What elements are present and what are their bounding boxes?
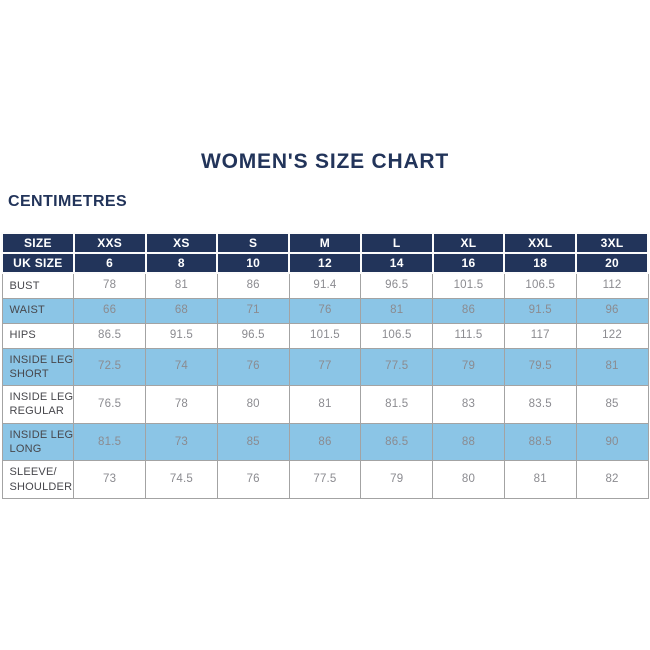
row-hips-cell: 101.5: [288, 322, 362, 349]
row-bust-cell: 96.5: [360, 272, 434, 299]
row-bust-label: BUST: [1, 272, 75, 299]
row-inside-leg-short-cell: 77.5: [360, 347, 434, 387]
header-row-uk-size-label: UK SIZE: [1, 252, 75, 274]
row-waist-cell: 91.5: [503, 297, 577, 324]
header-row-uk-size-cell: 10: [216, 252, 291, 274]
header-row-uk-size-cell: 16: [431, 252, 506, 274]
size-table-head: SIZE XXS XS S M L XL XXL 3XL UK SIZE 6 8 10 12 14 16 18 2…: [1, 232, 649, 274]
header-row-size: SIZE XXS XS S M L XL XXL 3XL: [1, 232, 649, 254]
header-row-uk-size-cell: 6: [72, 252, 147, 274]
header-row-size-cell: M: [288, 232, 362, 254]
row-inside-leg-long-cell: 85: [216, 422, 290, 462]
row-inside-leg-long-cell: 81.5: [73, 422, 147, 462]
row-inside-leg-short-cell: 74: [145, 347, 218, 387]
row-waist-cell: 96: [575, 297, 649, 324]
row-inside-leg-regular-cell: 78: [145, 385, 218, 424]
row-waist: WAIST 66 68 71 76 81 86 91.5 96: [1, 297, 649, 324]
header-row-size-cell: XXL: [503, 232, 578, 254]
row-waist-label: WAIST: [1, 297, 75, 324]
row-inside-leg-regular-cell: 83.5: [503, 385, 577, 424]
header-row-size-cell: XL: [431, 232, 506, 254]
row-sleeve-shoulder-cell: 77.5: [288, 460, 362, 499]
row-hips-cell: 86.5: [73, 322, 147, 349]
header-row-size-cell: XS: [144, 232, 219, 254]
row-hips-cell: 111.5: [432, 322, 505, 349]
row-inside-leg-long-cell: 88.5: [503, 422, 577, 462]
row-inside-leg-short-cell: 79: [432, 347, 505, 387]
row-hips-cell: 122: [575, 322, 649, 349]
header-row-size-cell: 3XL: [575, 232, 649, 254]
row-inside-leg-long-cell: 88: [432, 422, 505, 462]
row-waist-cell: 68: [145, 297, 218, 324]
row-sleeve-shoulder: SLEEVE/ SHOULDER 73 74.5 76 77.5 79 80 81 82: [1, 460, 649, 499]
header-row-uk-size-cell: 12: [288, 252, 362, 274]
row-bust-cell: 86: [216, 272, 290, 299]
row-inside-leg-long-cell: 90: [575, 422, 649, 462]
row-bust-cell: 112: [575, 272, 649, 299]
row-sleeve-shoulder-cell: 76: [216, 460, 290, 499]
row-inside-leg-regular-cell: 85: [575, 385, 649, 424]
units-heading: CENTIMETRES: [8, 193, 128, 210]
header-row-size-cell: S: [216, 232, 291, 254]
row-inside-leg-short-cell: 81: [575, 347, 649, 387]
row-sleeve-shoulder-cell: 81: [503, 460, 577, 499]
row-hips: HIPS 86.5 91.5 96.5 101.5 106.5 111.5 117 122: [1, 322, 649, 349]
row-hips-cell: 91.5: [145, 322, 218, 349]
row-sleeve-shoulder-cell: 79: [360, 460, 434, 499]
header-row-size-cell: L: [359, 232, 434, 254]
row-inside-leg-short-label: INSIDE LEG SHORT: [1, 347, 75, 387]
header-row-uk-size: UK SIZE 6 8 10 12 14 16 18 20: [1, 252, 649, 274]
row-inside-leg-short: INSIDE LEG SHORT 72.5 74 76 77 77.5 79 79.5 81: [1, 347, 649, 387]
row-inside-leg-regular-cell: 80: [216, 385, 290, 424]
row-inside-leg-short-cell: 76: [216, 347, 290, 387]
row-bust-cell: 101.5: [432, 272, 505, 299]
row-bust-cell: 81: [145, 272, 218, 299]
row-inside-leg-regular-cell: 81: [288, 385, 362, 424]
row-sleeve-shoulder-cell: 73: [73, 460, 147, 499]
size-chart-table: SIZE XXS XS S M L XL XXL 3XL UK SIZE 6 8 10 12 14 16 18 2…: [1, 232, 649, 499]
page-title: WOMEN'S SIZE CHART: [200, 150, 450, 173]
row-hips-cell: 106.5: [360, 322, 434, 349]
header-row-uk-size-cell: 14: [359, 252, 434, 274]
row-inside-leg-regular-cell: 76.5: [73, 385, 147, 424]
row-bust-cell: 106.5: [503, 272, 577, 299]
header-row-uk-size-cell: 18: [503, 252, 578, 274]
row-bust: BUST 78 81 86 91.4 96.5 101.5 106.5 112: [1, 272, 649, 299]
row-bust-cell: 78: [73, 272, 147, 299]
header-row-uk-size-cell: 20: [575, 252, 649, 274]
row-inside-leg-long-label: INSIDE LEG LONG: [1, 422, 75, 462]
row-inside-leg-long-cell: 73: [145, 422, 218, 462]
row-inside-leg-regular: INSIDE LEG REGULAR 76.5 78 80 81 81.5 83 83.5 85: [1, 385, 649, 424]
row-bust-cell: 91.4: [288, 272, 362, 299]
row-hips-label: HIPS: [1, 322, 75, 349]
header-row-uk-size-cell: 8: [144, 252, 219, 274]
row-waist-cell: 71: [216, 297, 290, 324]
row-waist-cell: 66: [73, 297, 147, 324]
row-inside-leg-long: INSIDE LEG LONG 81.5 73 85 86 86.5 88 88.5 90: [1, 422, 649, 462]
header-row-size-label: SIZE: [1, 232, 75, 254]
row-inside-leg-regular-cell: 83: [432, 385, 505, 424]
row-sleeve-shoulder-cell: 82: [575, 460, 649, 499]
row-inside-leg-regular-cell: 81.5: [360, 385, 434, 424]
header-row-size-cell: XXS: [72, 232, 147, 254]
row-inside-leg-short-cell: 79.5: [503, 347, 577, 387]
row-waist-cell: 86: [432, 297, 505, 324]
row-waist-cell: 81: [360, 297, 434, 324]
row-waist-cell: 76: [288, 297, 362, 324]
row-hips-cell: 96.5: [216, 322, 290, 349]
row-inside-leg-short-cell: 77: [288, 347, 362, 387]
row-sleeve-shoulder-cell: 80: [432, 460, 505, 499]
row-sleeve-shoulder-label: SLEEVE/ SHOULDER: [1, 460, 75, 499]
row-inside-leg-long-cell: 86: [288, 422, 362, 462]
size-table-body: BUST 78 81 86 91.4 96.5 101.5 106.5 112 WAIST 66 68…: [1, 272, 649, 499]
row-sleeve-shoulder-cell: 74.5: [145, 460, 218, 499]
row-hips-cell: 117: [503, 322, 577, 349]
row-inside-leg-short-cell: 72.5: [73, 347, 147, 387]
row-inside-leg-long-cell: 86.5: [360, 422, 434, 462]
row-inside-leg-regular-label: INSIDE LEG REGULAR: [1, 385, 75, 424]
